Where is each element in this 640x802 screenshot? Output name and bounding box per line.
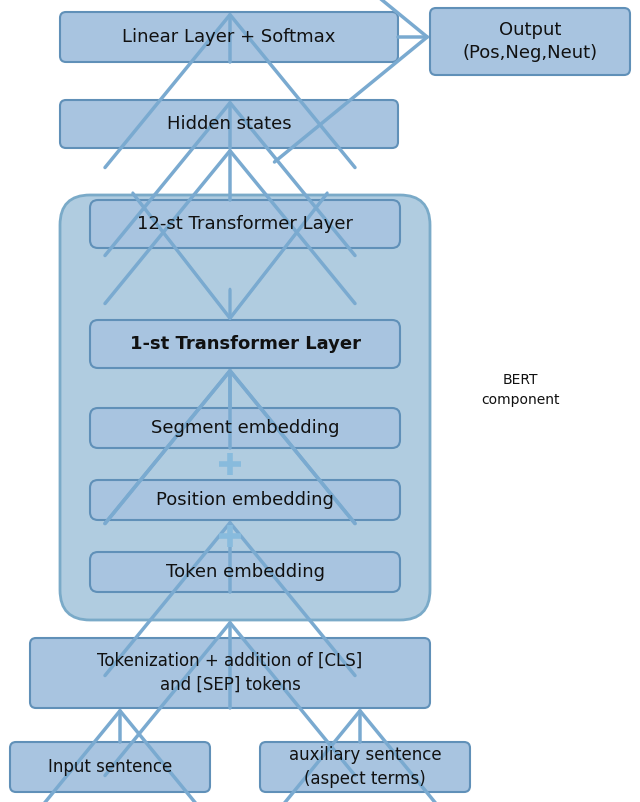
Text: Output
(Pos,Neg,Neut): Output (Pos,Neg,Neut)	[463, 21, 598, 63]
Text: BERT
component: BERT component	[481, 373, 559, 407]
Text: 1-st Transformer Layer: 1-st Transformer Layer	[129, 335, 360, 353]
Text: Position embedding: Position embedding	[156, 491, 334, 509]
FancyBboxPatch shape	[90, 552, 400, 592]
FancyBboxPatch shape	[90, 480, 400, 520]
FancyBboxPatch shape	[60, 100, 398, 148]
Text: Segment embedding: Segment embedding	[151, 419, 339, 437]
Text: Tokenization + addition of [CLS]
and [SEP] tokens: Tokenization + addition of [CLS] and [SE…	[97, 652, 363, 694]
FancyBboxPatch shape	[60, 195, 430, 620]
Text: Input sentence: Input sentence	[48, 758, 172, 776]
Text: auxiliary sentence
(aspect terms): auxiliary sentence (aspect terms)	[289, 746, 442, 788]
FancyBboxPatch shape	[430, 8, 630, 75]
FancyBboxPatch shape	[260, 742, 470, 792]
FancyBboxPatch shape	[90, 320, 400, 368]
Text: Token embedding: Token embedding	[166, 563, 324, 581]
FancyBboxPatch shape	[10, 742, 210, 792]
FancyBboxPatch shape	[90, 408, 400, 448]
FancyBboxPatch shape	[30, 638, 430, 708]
FancyBboxPatch shape	[90, 200, 400, 248]
Text: Linear Layer + Softmax: Linear Layer + Softmax	[122, 28, 336, 46]
Text: Hidden states: Hidden states	[166, 115, 291, 133]
FancyBboxPatch shape	[60, 12, 398, 62]
Text: 12-st Transformer Layer: 12-st Transformer Layer	[137, 215, 353, 233]
